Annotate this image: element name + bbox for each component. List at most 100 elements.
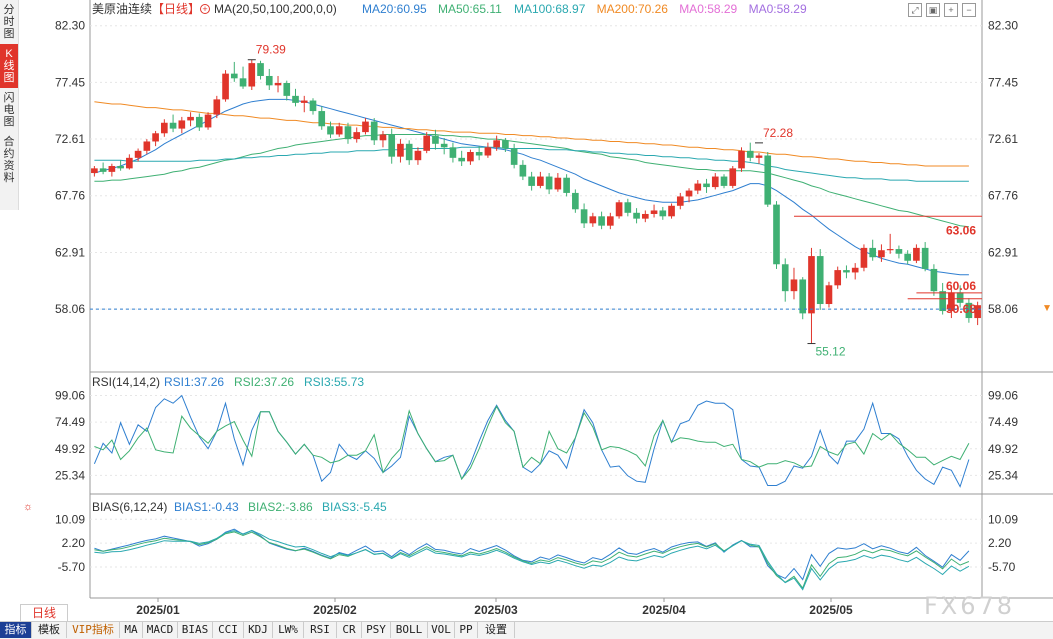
zoom-in-icon[interactable]: + xyxy=(944,3,958,17)
candle-body xyxy=(773,204,780,265)
candle-body xyxy=(816,256,824,305)
candle-body xyxy=(528,176,535,186)
chart-area[interactable]: 82.30 82.30 77.45 77.45 72.61 72.61 67.76 67.76… xyxy=(0,0,1053,622)
indicator-button[interactable]: VOL xyxy=(428,622,455,638)
chart-toolbar: ⤢ ▣ + − xyxy=(904,2,976,17)
y-tick-label-left: 25.34 xyxy=(55,468,85,482)
candle-body xyxy=(703,183,710,188)
bias-legend-item: BIAS2:-3.86 xyxy=(248,500,313,514)
candle-body xyxy=(502,140,509,149)
y-tick-label-left: 49.92 xyxy=(55,442,85,456)
candle-body xyxy=(904,253,911,261)
restore-icon[interactable]: ▣ xyxy=(926,3,940,17)
y-tick-label-right: 49.92 xyxy=(988,442,1018,456)
ma-legend-item: MA20:60.95 xyxy=(362,2,427,16)
indicator-button[interactable]: MA xyxy=(120,622,143,638)
tab-contract-info[interactable]: 合约资料 xyxy=(3,136,15,184)
candle-body xyxy=(388,134,396,157)
y-tick-label-right: 67.76 xyxy=(988,189,1018,203)
candle-body xyxy=(843,270,850,273)
candle-body xyxy=(615,202,623,217)
candle-body xyxy=(676,196,684,206)
ma-legend-item: MA100:68.97 xyxy=(514,2,586,16)
candle-body xyxy=(921,247,929,269)
candle-body xyxy=(423,135,431,151)
view-tabs: 分时图 K线图 闪电图 合约资料 xyxy=(0,0,19,210)
ma-legend-item: MA0:58.29 xyxy=(679,2,737,16)
y-tick-label-right: 10.09 xyxy=(988,512,1018,526)
indicator-button[interactable]: MACD xyxy=(143,622,178,638)
tab-kline[interactable]: K线图 xyxy=(0,44,18,88)
bias-series-line xyxy=(94,528,970,581)
indicator-button[interactable]: RSI xyxy=(304,622,337,638)
candle-body xyxy=(143,141,151,151)
candle-body xyxy=(974,305,981,319)
candle-body xyxy=(790,279,798,292)
candle-body xyxy=(440,143,448,148)
candle-body xyxy=(117,166,124,169)
candle-body xyxy=(878,250,885,258)
tab-timeshare[interactable]: 分时图 xyxy=(3,4,15,40)
candle-body xyxy=(222,73,229,100)
candle-body xyxy=(965,302,973,319)
candle-body xyxy=(869,247,877,258)
rsi-series-line xyxy=(93,394,970,488)
candle-body xyxy=(161,122,168,134)
plus-circle-icon xyxy=(200,4,210,14)
y-tick-label-right: 82.30 xyxy=(988,19,1018,33)
indicator-button[interactable]: 模板 xyxy=(32,622,67,638)
indicator-button[interactable]: CCI xyxy=(213,622,244,638)
candle-body xyxy=(318,111,326,127)
rsi-legend-item: RSI1:37.26 xyxy=(164,375,224,389)
y-tick-label-left: 67.76 xyxy=(55,189,85,203)
period-button[interactable]: 日线 xyxy=(20,604,68,622)
candle-body xyxy=(257,63,264,76)
settings-sun-icon: ☼ xyxy=(23,501,33,513)
symbol-name: 美原油连续 xyxy=(92,1,152,16)
candle-body xyxy=(720,176,728,186)
indicator-button[interactable]: 指标 xyxy=(0,622,32,638)
ma-settings-label: MA(20,50,100,200,0,0) xyxy=(214,2,337,16)
indicator-button[interactable]: VIP指标 xyxy=(67,622,120,638)
candle-body xyxy=(939,291,946,312)
indicator-button[interactable]: LW% xyxy=(273,622,304,638)
rsi-legend-item: RSI3:55.73 xyxy=(304,375,364,389)
candle-body xyxy=(650,210,658,214)
candle-body xyxy=(563,177,570,193)
candle-body xyxy=(781,264,789,292)
tab-lightning[interactable]: 闪电图 xyxy=(3,92,15,128)
y-tick-label-right: 72.61 xyxy=(988,132,1018,146)
candle-body xyxy=(169,122,177,129)
y-tick-label-left: -5.70 xyxy=(58,560,86,574)
candle-body xyxy=(458,157,465,162)
indicator-button[interactable]: 设置 xyxy=(478,622,515,638)
expand-icon[interactable]: ⤢ xyxy=(908,3,922,17)
indicator-button[interactable]: BOLL xyxy=(391,622,428,638)
y-tick-label-left: 77.45 xyxy=(55,75,85,89)
candle-body xyxy=(309,100,317,112)
candle-body xyxy=(379,134,387,141)
period-tag: 【日线】 xyxy=(152,2,200,16)
candle-body xyxy=(624,202,632,213)
indicator-button[interactable]: KDJ xyxy=(244,622,273,638)
zoom-out-icon[interactable]: − xyxy=(962,3,976,17)
candle-body xyxy=(572,192,579,210)
ma-line-ma200 xyxy=(94,101,969,167)
plus-icon: + xyxy=(202,4,207,14)
candle-body xyxy=(274,82,282,86)
indicator-button[interactable]: PP xyxy=(455,622,478,638)
candle-body xyxy=(467,151,474,162)
candle-body xyxy=(668,205,675,217)
candle-body xyxy=(475,151,483,156)
candle-body xyxy=(860,247,868,268)
indicator-button[interactable]: BIAS xyxy=(178,622,213,638)
y-tick-label-right: 25.34 xyxy=(988,468,1018,482)
indicator-button[interactable]: PSY xyxy=(362,622,391,638)
indicator-button[interactable]: CR xyxy=(337,622,362,638)
candle-body xyxy=(510,148,518,165)
candle-body xyxy=(370,121,378,141)
candle-body xyxy=(91,168,98,174)
candle-body xyxy=(799,279,807,314)
candle-body xyxy=(353,132,361,140)
bias-legend-item: BIAS1:-0.43 xyxy=(174,500,239,514)
